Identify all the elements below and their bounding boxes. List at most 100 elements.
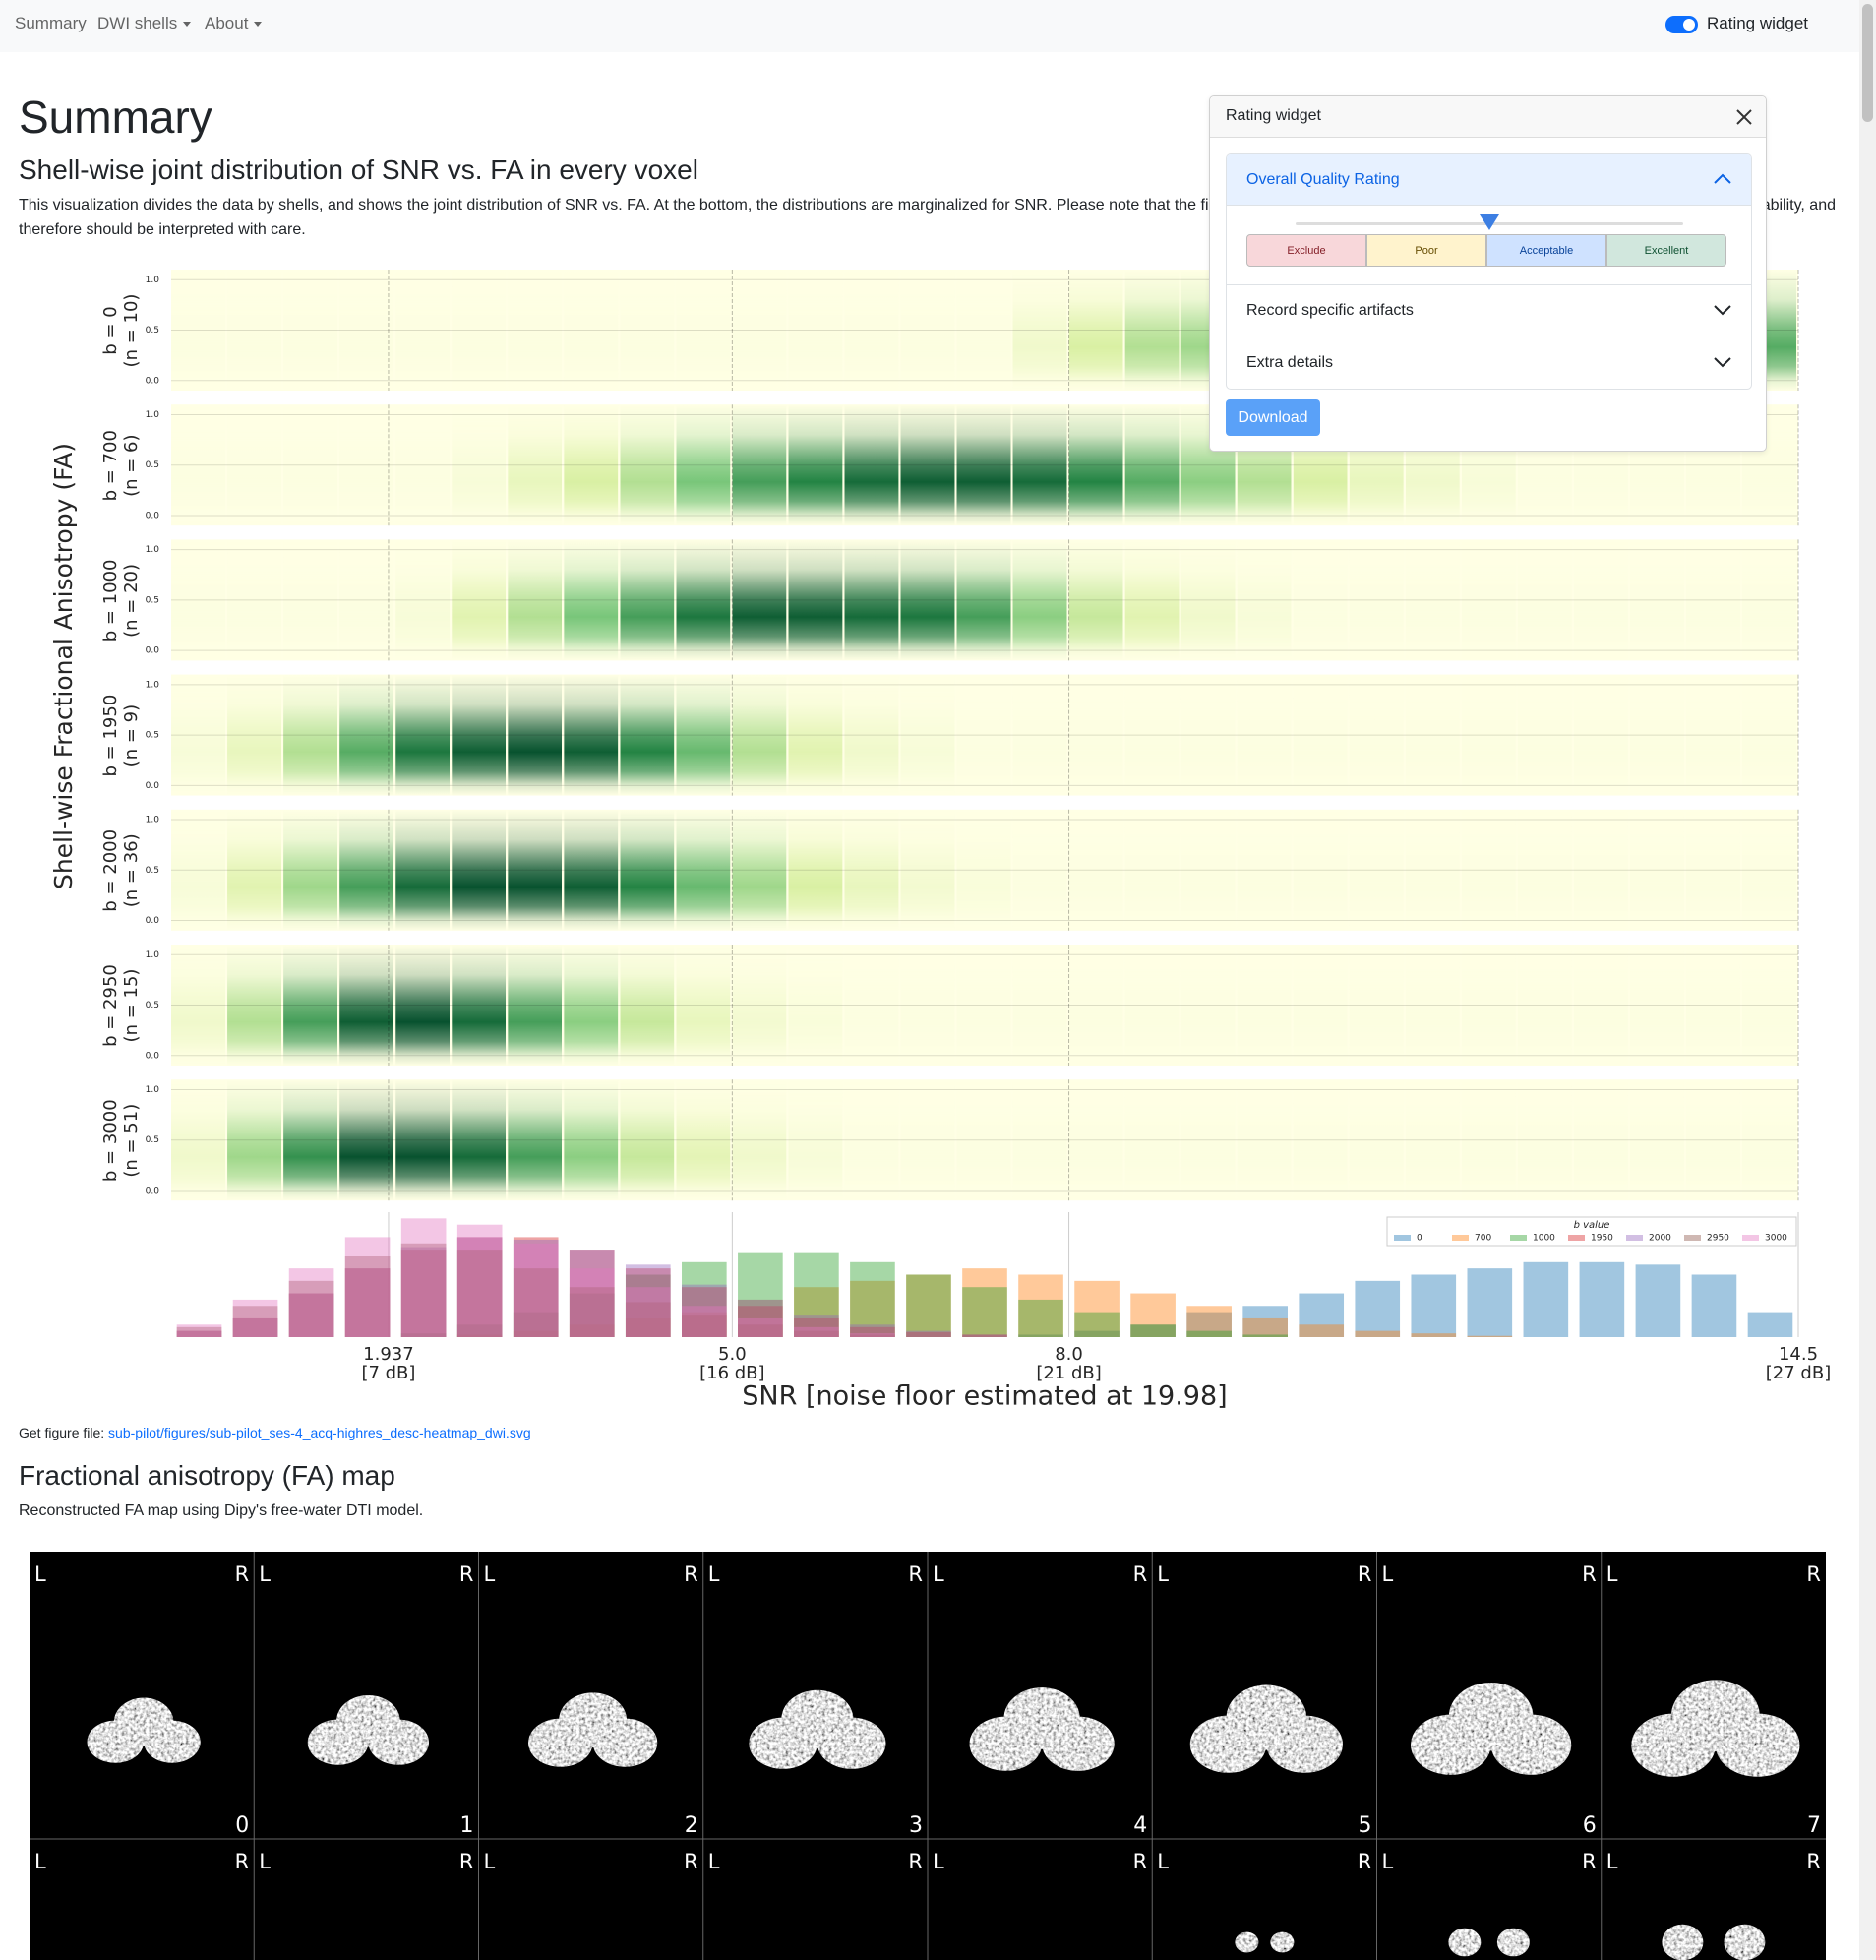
heatmap-cell [900, 539, 955, 661]
heatmap-cell [564, 539, 619, 661]
histogram-bar [1242, 1306, 1288, 1337]
histogram-bar [513, 1243, 559, 1337]
accordion-header[interactable]: Extra details [1227, 337, 1751, 389]
widget-header: Rating widget [1210, 96, 1766, 138]
histogram-bar [625, 1287, 671, 1337]
heatmap-cell [1293, 809, 1348, 931]
nav-label: DWI shells [97, 14, 178, 32]
orientation-right: R [684, 1562, 698, 1586]
heatmap-cell [1293, 1079, 1348, 1201]
histogram-bar [176, 1330, 222, 1337]
brain-slice [1448, 1928, 1530, 1957]
heatmap-cell [1685, 809, 1740, 931]
heatmap-cell [1012, 404, 1067, 526]
description-line: therefore should be interpreted with car… [19, 221, 306, 238]
x-tick-sublabel: [27 dB] [1766, 1363, 1831, 1383]
y-tick-label: 1.0 [146, 1085, 160, 1095]
heatmap-cell [1293, 674, 1348, 796]
histogram-bar [738, 1299, 783, 1337]
toggle-switch[interactable] [1664, 14, 1700, 35]
rating-acceptable[interactable]: Acceptable [1486, 234, 1606, 267]
orientation-right: R [1582, 1850, 1597, 1873]
close-button[interactable] [1735, 108, 1753, 126]
legend-swatch [1626, 1235, 1643, 1241]
slice-number: 0 [235, 1813, 249, 1838]
orientation-left: L [1606, 1850, 1618, 1873]
histogram-bar [344, 1268, 391, 1337]
legend-label: 2950 [1707, 1234, 1729, 1244]
histogram-bar [1186, 1312, 1232, 1337]
rating-poor[interactable]: Poor [1366, 234, 1486, 267]
nav-about[interactable]: About [205, 14, 263, 33]
histogram-bar [906, 1274, 951, 1337]
heatmap-cell [283, 674, 338, 796]
histogram-bar [456, 1224, 503, 1337]
y-tick-label: 0.0 [146, 646, 160, 656]
histogram-bar [569, 1268, 615, 1337]
download-button[interactable]: Download [1226, 399, 1320, 436]
heatmap-cell [171, 945, 226, 1066]
slice-number: 3 [909, 1813, 923, 1838]
brain-slice [528, 1692, 658, 1767]
slider-thumb[interactable] [1479, 214, 1500, 231]
histogram-bar [1018, 1334, 1063, 1337]
slice-number: 7 [1807, 1813, 1821, 1838]
heatmap-cell [788, 809, 843, 931]
caret [183, 22, 192, 28]
heatmap-cell [676, 539, 731, 661]
histogram-bar [1074, 1312, 1120, 1337]
accordion-header[interactable]: Record specific artifacts [1227, 284, 1751, 337]
orientation-left: L [708, 1562, 720, 1586]
histogram-bar [1355, 1330, 1401, 1337]
nav-summary[interactable]: Summary [15, 14, 87, 32]
rating-excellent[interactable]: Excellent [1606, 234, 1726, 267]
y-tick-label: 0.0 [146, 916, 160, 926]
heatmap-cell [508, 1079, 563, 1201]
chevron-down [1714, 357, 1731, 368]
heatmap-cell [452, 1079, 507, 1201]
rating-exclude[interactable]: Exclude [1246, 234, 1366, 267]
heatmap-cell [339, 674, 394, 796]
heatmap-cell [1461, 674, 1516, 796]
heatmap-cell [1124, 945, 1180, 1066]
heatmap-cell [1237, 809, 1292, 931]
heatmap-cell [1180, 539, 1236, 661]
histogram-bar [850, 1326, 895, 1337]
nav-dwi-shells[interactable]: DWI shells [97, 14, 192, 33]
heatmap-cell [844, 404, 899, 526]
heatmap-cell [1629, 809, 1684, 931]
heatmap-cell [900, 404, 955, 526]
chevron-up [1714, 173, 1731, 184]
accordion-header[interactable]: Overall Quality Rating [1227, 154, 1751, 205]
heatmap-cell [676, 404, 731, 526]
legend-label: 700 [1475, 1234, 1491, 1244]
legend-swatch [1568, 1235, 1585, 1241]
section-title: Extra details [1246, 354, 1334, 371]
histogram-bar [850, 1334, 895, 1337]
brain-slice [1189, 1684, 1343, 1773]
heatmap-cell [1461, 1079, 1516, 1201]
histogram-bar [1074, 1280, 1120, 1337]
heatmap-cell [1293, 539, 1348, 661]
brain-lobe [87, 1720, 145, 1763]
x-axis-label: SNR [noise floor estimated at 19.98] [742, 1381, 1227, 1412]
shell-count-label: (n = 20) [121, 564, 142, 638]
histogram-bar [794, 1252, 839, 1337]
figure-file-link[interactable]: sub-pilot/figures/sub-pilot_ses-4_acq-hi… [108, 1425, 531, 1440]
histogram-bar [1299, 1324, 1345, 1337]
heatmap-cell [227, 674, 282, 796]
histogram-bar [232, 1299, 278, 1337]
heatmap-cell [956, 1079, 1011, 1201]
y-tick-label: 0.5 [146, 1001, 159, 1011]
shell-count-label: (n = 15) [121, 969, 142, 1043]
heatmap-cell [1124, 270, 1180, 391]
histogram-bar [794, 1287, 839, 1337]
heatmap-cell [1517, 945, 1572, 1066]
heatmap-cell [339, 809, 394, 931]
y-tick-label: 0.5 [146, 1135, 159, 1145]
heatmap-cell [1180, 809, 1236, 931]
heatmap-cell [620, 809, 675, 931]
heatmap-cell [508, 404, 563, 526]
scrollbar-thumb[interactable] [1862, 4, 1873, 122]
heatmap-cell [1237, 945, 1292, 1066]
